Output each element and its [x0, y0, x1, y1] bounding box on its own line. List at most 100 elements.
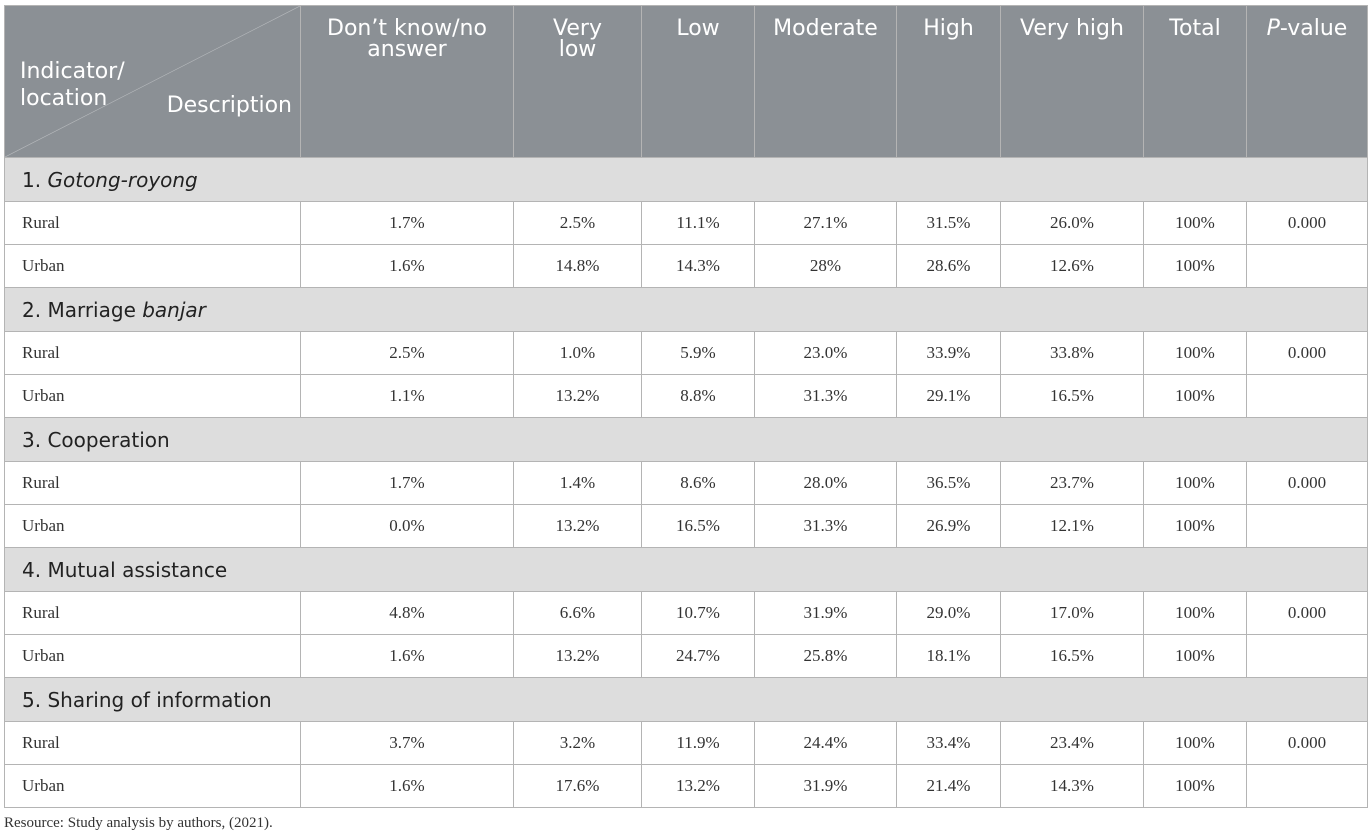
header-row: Indicator/ location Description Don’t kn…: [4, 5, 1368, 158]
value-cell: 11.9%: [641, 721, 755, 765]
table-row: Rural 2.5% 1.0% 5.9% 23.0% 33.9% 33.8% 100% 0.00…: [4, 331, 1368, 375]
value-cell: 33.4%: [896, 721, 1001, 765]
group-title: 2. Marriage banjar: [4, 287, 1368, 332]
p-letter: P: [1266, 16, 1280, 41]
table-row: Urban 1.6% 13.2% 24.7% 25.8% 18.1% 16.5% 100%: [4, 634, 1368, 678]
table-row: Rural 4.8% 6.6% 10.7% 31.9% 29.0% 17.0% 100% 0.0…: [4, 591, 1368, 635]
value-cell: 6.6%: [513, 591, 642, 635]
value-cell: 31.3%: [754, 504, 897, 548]
value-cell: 16.5%: [1000, 634, 1144, 678]
table-row: Urban 1.1% 13.2% 8.8% 31.3% 29.1% 16.5% 100%: [4, 374, 1368, 418]
value-cell: 31.9%: [754, 591, 897, 635]
description-label: Description: [166, 93, 292, 118]
col-header-very-high: Very high: [1000, 5, 1144, 158]
value-cell: 8.8%: [641, 374, 755, 418]
value-cell: 2.5%: [300, 331, 514, 375]
value-cell: 1.1%: [300, 374, 514, 418]
group-number: 1.: [22, 167, 42, 192]
group-title: 5. Sharing of information: [4, 677, 1368, 722]
value-cell: 0.000: [1246, 461, 1368, 505]
value-cell: 100%: [1143, 764, 1247, 808]
table-row: Rural 1.7% 1.4% 8.6% 28.0% 36.5% 23.7% 100% 0.00…: [4, 461, 1368, 505]
value-cell: 36.5%: [896, 461, 1001, 505]
group-row: 1. Gotong-royong: [4, 157, 1368, 202]
value-cell: 28.0%: [754, 461, 897, 505]
value-cell: 100%: [1143, 591, 1247, 635]
value-cell: 100%: [1143, 721, 1247, 765]
group-name: Mutual assistance: [47, 557, 228, 582]
location-cell: Rural: [4, 201, 301, 245]
group-title: 3. Cooperation: [4, 417, 1368, 462]
value-cell: 13.2%: [513, 634, 642, 678]
location-cell: Urban: [4, 634, 301, 678]
p-value-header-text: P-value: [1266, 16, 1348, 41]
col-header-dont-know: Don’t know/no answer: [300, 5, 514, 158]
value-cell: 18.1%: [896, 634, 1001, 678]
value-cell: 25.8%: [754, 634, 897, 678]
value-cell: 33.8%: [1000, 331, 1144, 375]
value-cell: 13.2%: [513, 374, 642, 418]
value-cell: 100%: [1143, 201, 1247, 245]
group-row: 5. Sharing of information: [4, 677, 1368, 722]
value-cell: 8.6%: [641, 461, 755, 505]
value-cell: 26.0%: [1000, 201, 1144, 245]
value-cell: 23.0%: [754, 331, 897, 375]
value-cell: 27.1%: [754, 201, 897, 245]
value-cell: 33.9%: [896, 331, 1001, 375]
source-note: Resource: Study analysis by authors, (20…: [4, 815, 273, 831]
table-row: Rural 3.7% 3.2% 11.9% 24.4% 33.4% 23.4% 100% 0.0…: [4, 721, 1368, 765]
value-cell: 13.2%: [641, 764, 755, 808]
col-header-high: High: [896, 5, 1001, 158]
value-cell: 24.7%: [641, 634, 755, 678]
group-row: 3. Cooperation: [4, 417, 1368, 462]
value-cell: 100%: [1143, 504, 1247, 548]
value-cell: 1.0%: [513, 331, 642, 375]
col-header-very-low: Very low: [513, 5, 642, 158]
value-cell: 0.000: [1246, 201, 1368, 245]
italic-term: banjar: [142, 297, 206, 322]
value-cell: 4.8%: [300, 591, 514, 635]
value-cell: 100%: [1143, 244, 1247, 288]
value-cell: 3.2%: [513, 721, 642, 765]
col-header-total: Total: [1143, 5, 1247, 158]
group-name: Sharing of information: [47, 687, 272, 712]
location-cell: Rural: [4, 331, 301, 375]
group-number: 4.: [22, 557, 42, 582]
group-name: Gotong-royong: [47, 167, 198, 192]
value-cell: [1246, 374, 1368, 418]
value-cell: 14.8%: [513, 244, 642, 288]
group-title: 1. Gotong-royong: [4, 157, 1368, 202]
value-cell: 0.0%: [300, 504, 514, 548]
value-cell: 1.6%: [300, 244, 514, 288]
results-table: Indicator/ location Description Don’t kn…: [4, 5, 1368, 808]
group-row: 2. Marriage banjar: [4, 287, 1368, 332]
value-cell: 11.1%: [641, 201, 755, 245]
value-cell: 12.1%: [1000, 504, 1144, 548]
group-title: 4. Mutual assistance: [4, 547, 1368, 592]
table-row: Rural 1.7% 2.5% 11.1% 27.1% 31.5% 26.0% 100% 0.0…: [4, 201, 1368, 245]
value-cell: 5.9%: [641, 331, 755, 375]
table-row: Urban 1.6% 14.8% 14.3% 28% 28.6% 12.6% 100%: [4, 244, 1368, 288]
group-number: 3.: [22, 427, 42, 452]
value-cell: 13.2%: [513, 504, 642, 548]
value-cell: 21.4%: [896, 764, 1001, 808]
col-header-p-value: P-value: [1246, 5, 1368, 158]
value-cell: 0.000: [1246, 721, 1368, 765]
value-cell: 1.6%: [300, 764, 514, 808]
table-body: 1. Gotong-royong Rural 1.7% 2.5% 11.1% 27.1% 3…: [4, 157, 1368, 808]
value-cell: 17.0%: [1000, 591, 1144, 635]
value-cell: [1246, 504, 1368, 548]
value-cell: 2.5%: [513, 201, 642, 245]
value-cell: 1.4%: [513, 461, 642, 505]
indicator-location-text: Indicator/ location: [20, 59, 125, 111]
group-row: 4. Mutual assistance: [4, 547, 1368, 592]
value-cell: 100%: [1143, 331, 1247, 375]
value-cell: 3.7%: [300, 721, 514, 765]
table-row: Urban 1.6% 17.6% 13.2% 31.9% 21.4% 14.3% 100%: [4, 764, 1368, 808]
value-cell: 26.9%: [896, 504, 1001, 548]
value-cell: 10.7%: [641, 591, 755, 635]
location-cell: Urban: [4, 764, 301, 808]
value-cell: 14.3%: [1000, 764, 1144, 808]
location-cell: Rural: [4, 591, 301, 635]
value-cell: 1.7%: [300, 201, 514, 245]
